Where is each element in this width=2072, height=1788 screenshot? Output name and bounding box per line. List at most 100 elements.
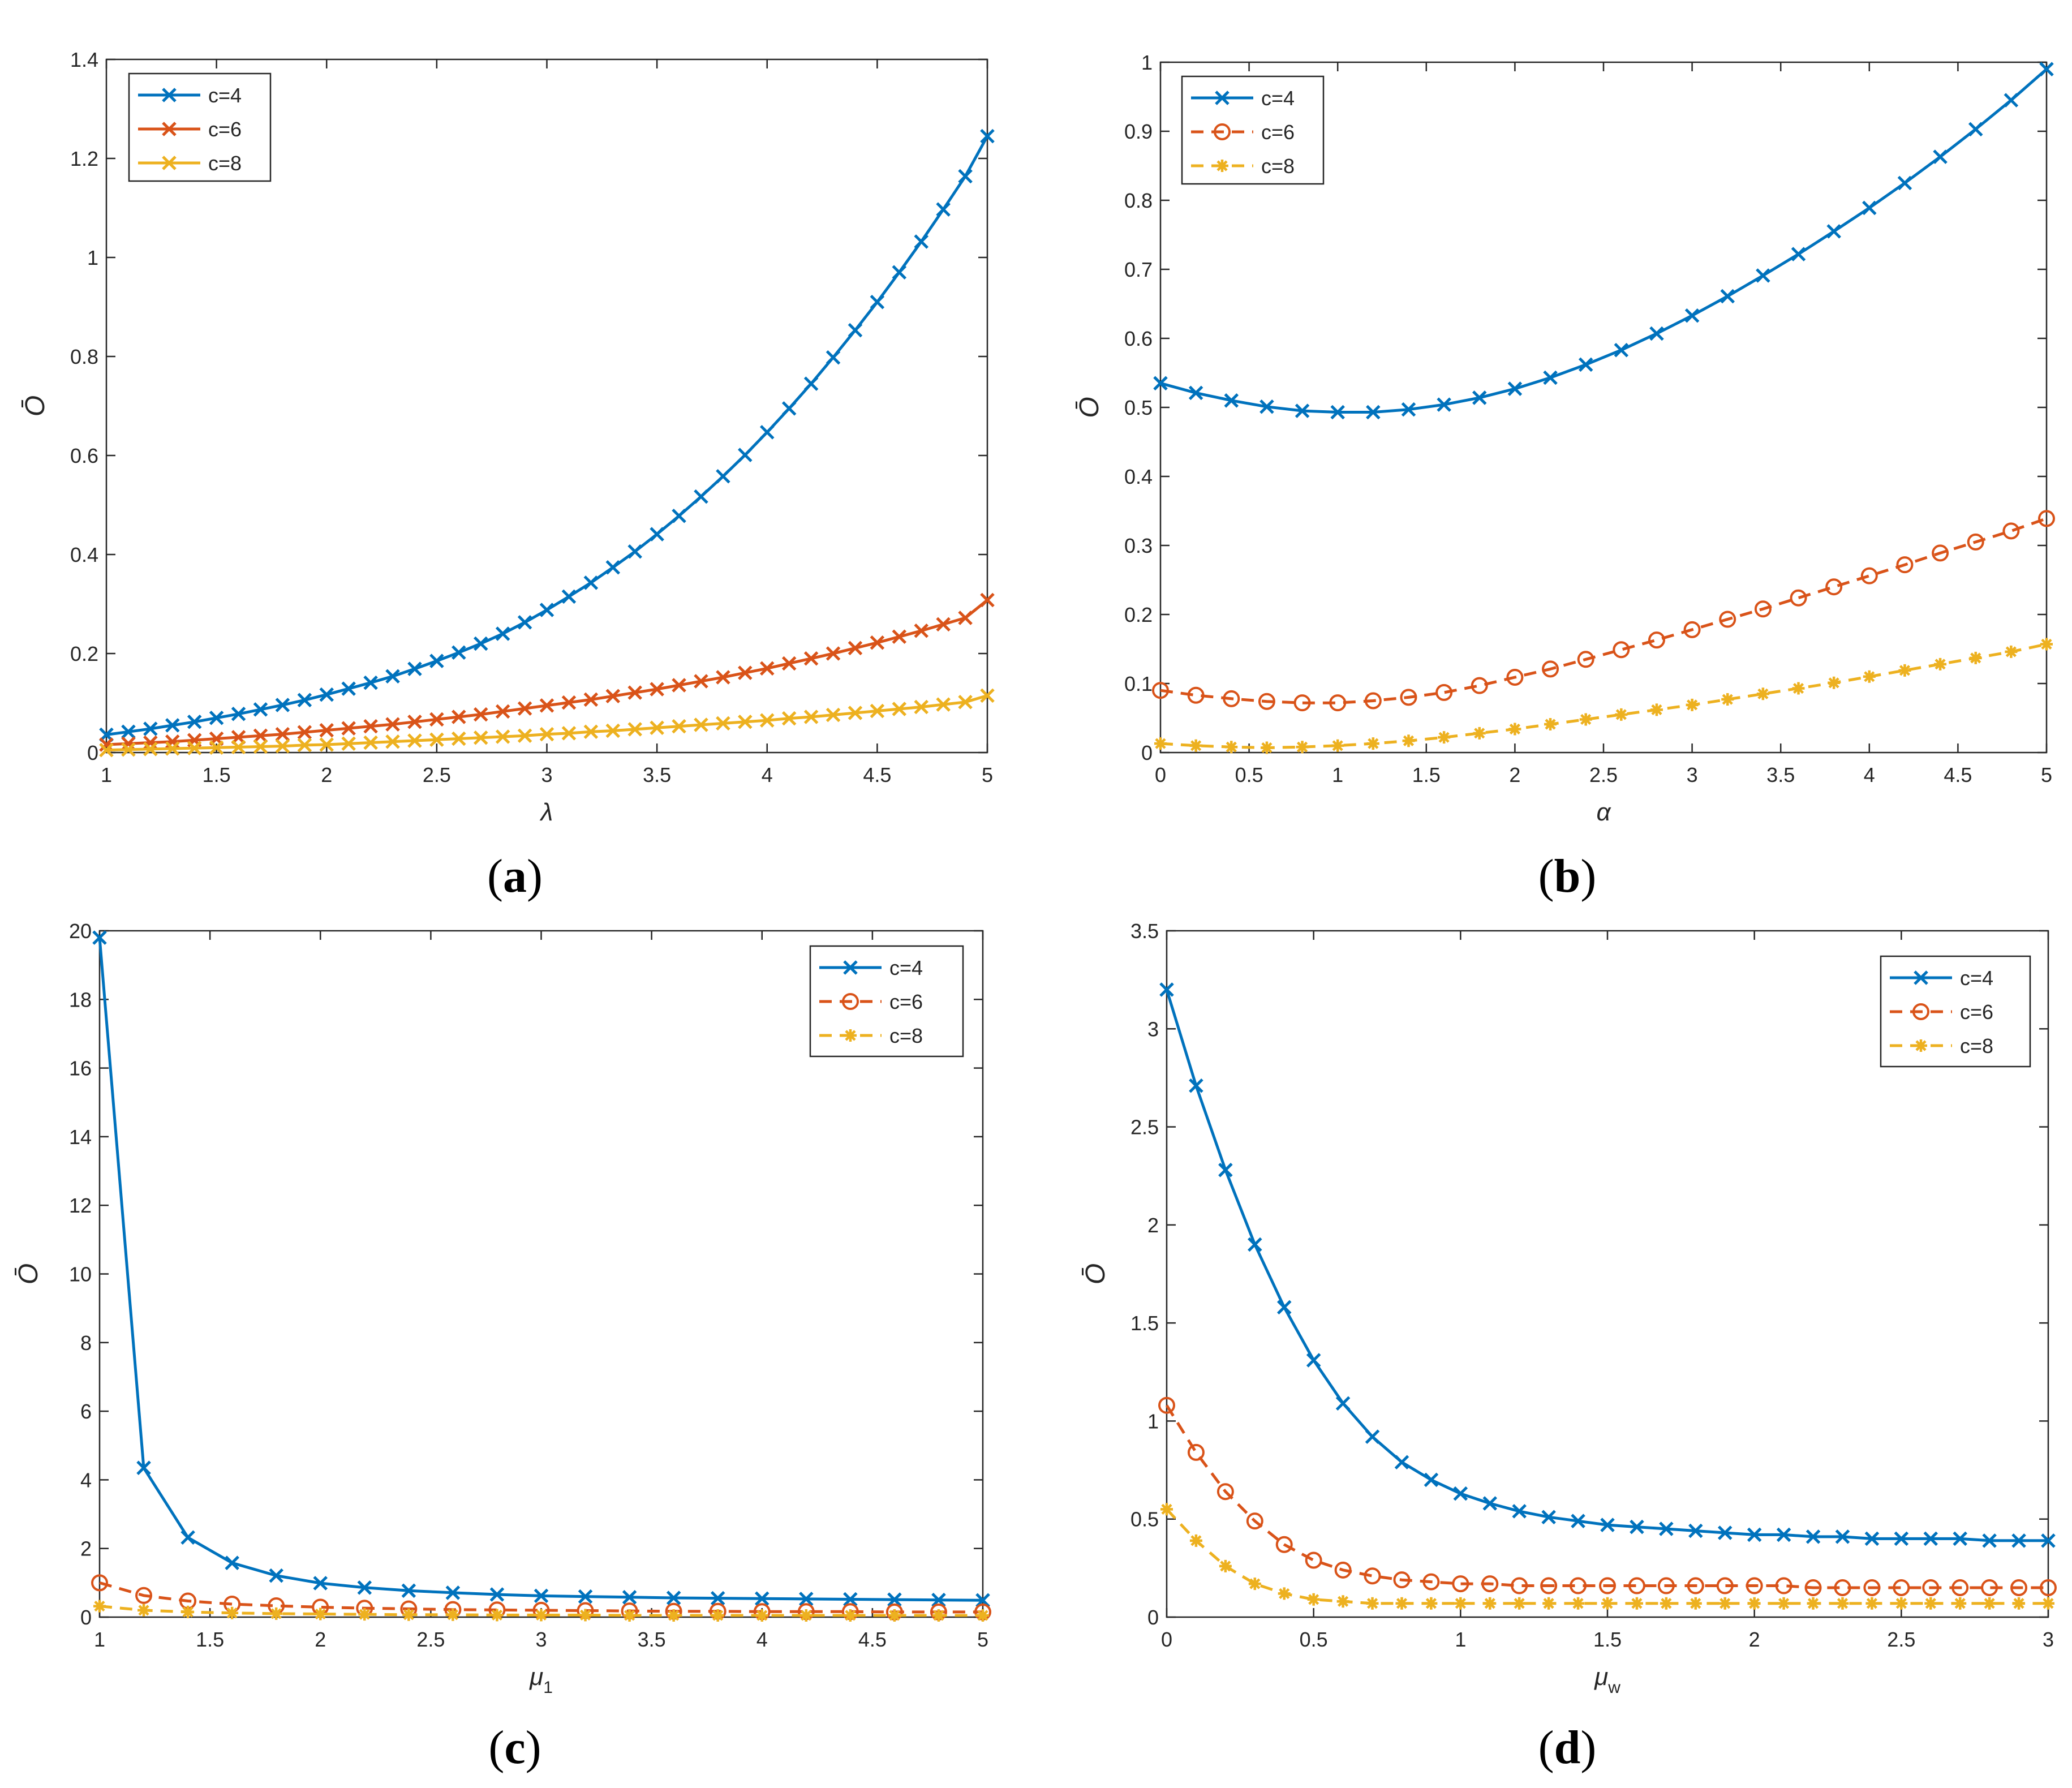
point-a-0-16 xyxy=(452,645,466,660)
point-a-1-18 xyxy=(495,704,510,719)
point-d-1-20 xyxy=(1746,1577,1763,1594)
x-tick-label-d-2: 1 xyxy=(1455,1628,1466,1651)
y-tick-label-b-5: 0.5 xyxy=(1124,396,1153,419)
point-b-2-5 xyxy=(1331,739,1344,752)
point-b-0-8 xyxy=(1437,397,1451,412)
point-d-2-21 xyxy=(1777,1597,1790,1610)
legend-label-c-0: c=4 xyxy=(889,956,923,979)
legend-a: c=4 c=6 c=8 xyxy=(128,72,272,182)
point-a-1-19 xyxy=(517,701,532,716)
point-a-1-21 xyxy=(561,695,577,710)
point-d-0-23 xyxy=(1835,1529,1850,1544)
point-d-0-11 xyxy=(1482,1496,1498,1511)
y-tick-label-c-10: 20 xyxy=(69,919,92,943)
legend-marker-c-1 xyxy=(842,993,859,1010)
point-a-2-9 xyxy=(297,738,312,753)
legend-label-d-2: c=8 xyxy=(1960,1034,1993,1058)
point-d-0-28 xyxy=(1982,1533,1997,1548)
point-c-2-3 xyxy=(226,1606,239,1619)
point-d-1-27 xyxy=(1951,1579,1969,1597)
point-a-0-26 xyxy=(672,508,686,523)
point-a-0-37 xyxy=(914,234,928,249)
point-d-1-7 xyxy=(1364,1567,1381,1585)
point-a-1-32 xyxy=(803,651,819,666)
point-b-2-1 xyxy=(1189,739,1202,752)
point-a-1-35 xyxy=(870,635,885,650)
legend-marker-b-1 xyxy=(1214,123,1231,140)
point-a-1-17 xyxy=(473,707,488,722)
point-a-1-25 xyxy=(650,682,664,697)
point-a-0-38 xyxy=(936,202,951,217)
point-b-0-20 xyxy=(1862,200,1877,216)
point-d-0-18 xyxy=(1688,1523,1703,1538)
point-d-1-5 xyxy=(1305,1551,1322,1569)
point-b-2-3 xyxy=(1260,741,1273,754)
legend-marker-b-2 xyxy=(1216,160,1228,172)
x-tick-label-a-6: 4 xyxy=(762,763,773,786)
point-a-2-13 xyxy=(385,734,400,749)
point-b-0-0 xyxy=(1153,376,1168,391)
point-b-0-5 xyxy=(1330,405,1345,420)
point-c-0-0 xyxy=(92,930,107,945)
point-a-1-16 xyxy=(452,710,466,724)
point-d-1-26 xyxy=(1922,1579,1940,1597)
point-c-0-16 xyxy=(799,1592,814,1606)
point-a-2-15 xyxy=(429,732,444,747)
point-b-0-9 xyxy=(1472,390,1487,405)
point-d-2-30 xyxy=(2042,1597,2054,1610)
series-c-2 xyxy=(93,1600,989,1622)
point-b-1-23 xyxy=(1967,533,1984,551)
point-d-2-3 xyxy=(1248,1578,1261,1591)
point-b-1-17 xyxy=(1754,600,1772,618)
point-d-2-14 xyxy=(1572,1597,1585,1610)
point-d-2-26 xyxy=(1924,1597,1937,1610)
point-a-2-16 xyxy=(452,731,466,746)
point-d-1-9 xyxy=(1422,1573,1440,1591)
point-a-2-32 xyxy=(803,710,819,724)
point-b-2-25 xyxy=(2040,638,2053,651)
point-c-2-15 xyxy=(755,1609,768,1622)
series-line-b-1 xyxy=(1160,517,2047,704)
point-c-0-9 xyxy=(489,1587,505,1602)
point-c-2-1 xyxy=(137,1604,151,1617)
point-c-0-10 xyxy=(534,1588,549,1604)
point-a-1-20 xyxy=(539,698,554,713)
point-b-2-13 xyxy=(1615,708,1628,721)
y-tick-label-a-2: 0.4 xyxy=(70,543,98,566)
x-tick-label-d-1: 0.5 xyxy=(1300,1628,1328,1651)
point-c-2-17 xyxy=(844,1609,857,1622)
point-b-1-18 xyxy=(1790,589,1807,607)
x-tick-label-d-3: 1.5 xyxy=(1593,1628,1622,1651)
x-tick-label-a-2: 2 xyxy=(321,763,332,786)
point-c-2-4 xyxy=(270,1607,283,1620)
point-d-2-12 xyxy=(1513,1597,1526,1610)
x-tick-label-a-8: 5 xyxy=(982,763,993,786)
point-a-0-13 xyxy=(385,669,400,684)
point-b-2-24 xyxy=(2005,645,2018,658)
y-tick-label-d-2: 1 xyxy=(1147,1409,1159,1433)
point-b-0-11 xyxy=(1543,370,1558,385)
point-d-2-20 xyxy=(1748,1597,1761,1610)
point-c-0-18 xyxy=(887,1592,902,1607)
y-tick-label-c-2: 4 xyxy=(80,1468,92,1492)
point-a-2-24 xyxy=(627,722,642,737)
point-b-1-3 xyxy=(1258,693,1275,710)
legend-b: c=4 c=6 c=8 xyxy=(1181,75,1325,185)
chart-a: 1 1.5 2 2.5 3 3.5 4 4.5 5 0 0.2 0.4 0.6 0.8 1 1.2 1.4 λ Ōc… xyxy=(20,48,995,826)
y-tick-label-a-1: 0.2 xyxy=(70,642,98,665)
series-line-d-1 xyxy=(1165,1404,2048,1589)
point-b-0-13 xyxy=(1614,342,1629,358)
point-c-0-6 xyxy=(357,1580,372,1595)
point-b-1-20 xyxy=(1860,567,1878,584)
point-d-0-22 xyxy=(1806,1529,1821,1544)
point-c-0-17 xyxy=(843,1592,858,1607)
legend-marker-a-2 xyxy=(162,156,177,170)
y-tick-label-a-0: 0 xyxy=(87,741,98,764)
legend-marker-b-0 xyxy=(1215,91,1230,105)
series-b-0 xyxy=(1153,62,2054,420)
point-a-2-7 xyxy=(253,739,268,754)
y-tick-label-d-5: 2.5 xyxy=(1130,1116,1159,1139)
point-c-2-12 xyxy=(623,1609,636,1622)
y-tick-label-c-7: 14 xyxy=(69,1125,92,1149)
point-d-2-27 xyxy=(1954,1597,1967,1610)
